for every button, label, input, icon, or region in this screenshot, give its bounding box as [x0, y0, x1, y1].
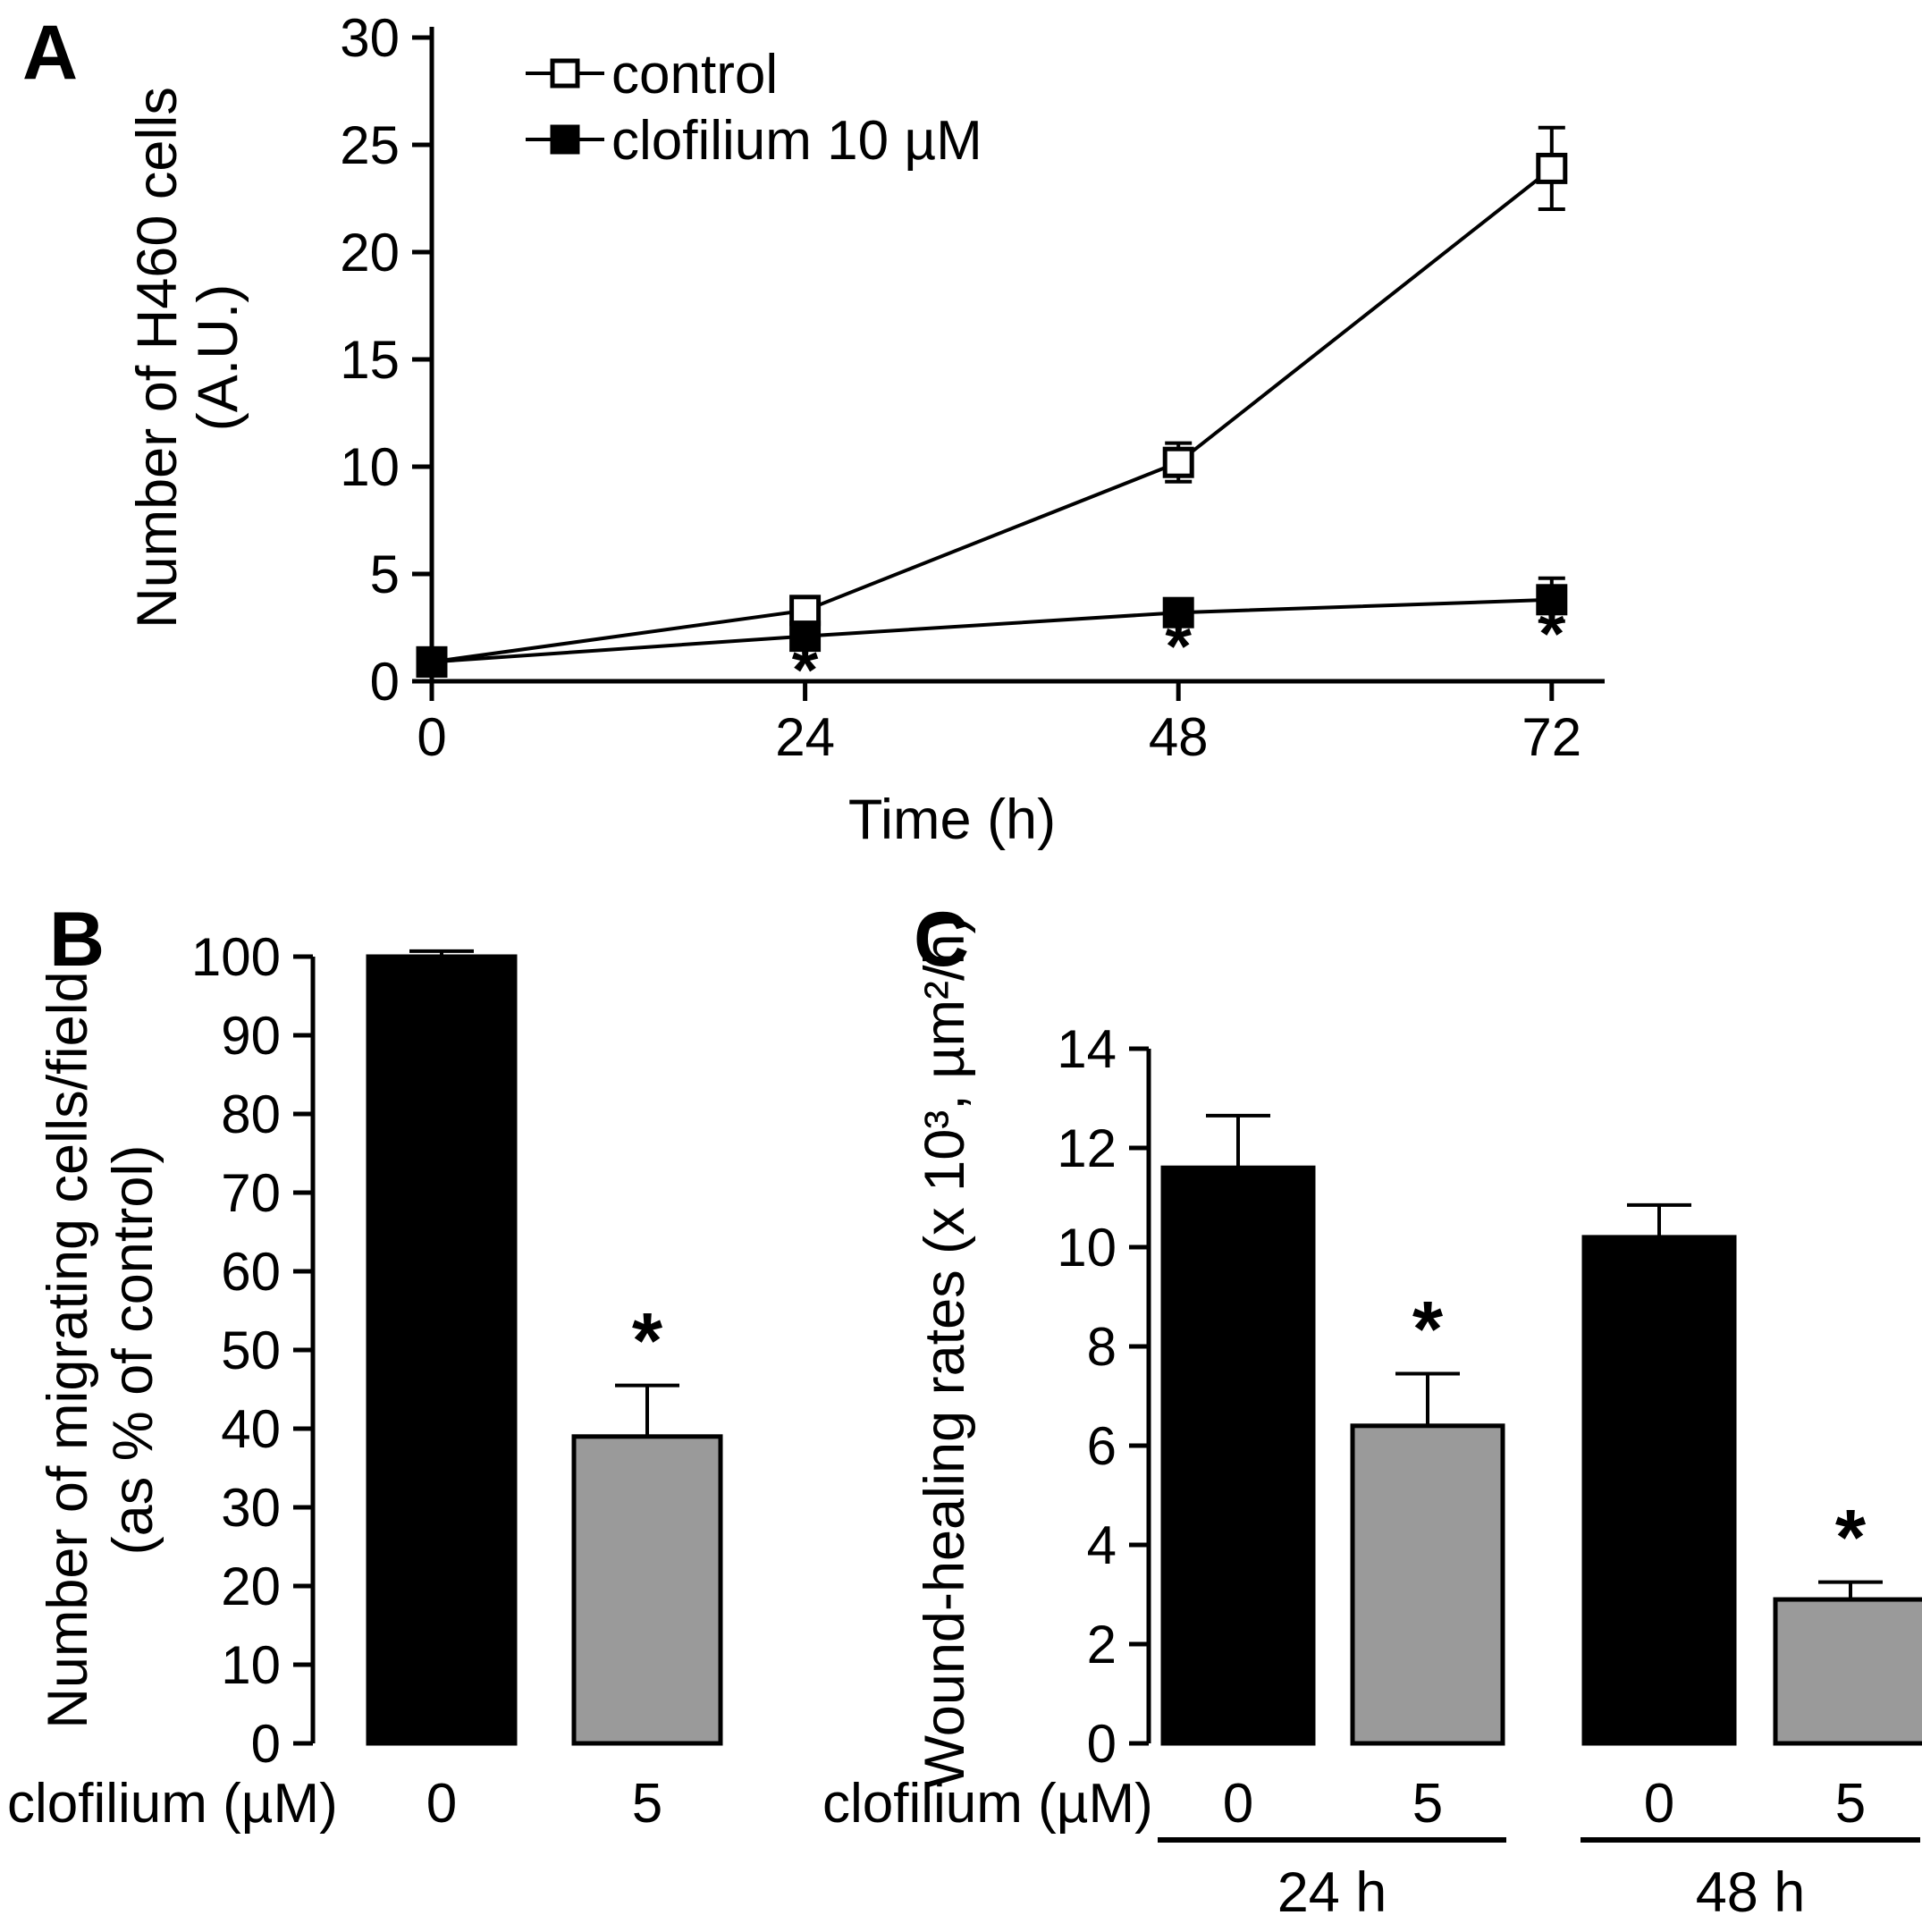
panel-b-migration-bars: B Number of migrating cells/field (as % … — [7, 897, 723, 1835]
panel-c-bars: 0 * 5 0 * 5 — [1160, 1113, 1922, 1835]
panel-b-ylabel-line1: Number of migrating cells/field — [37, 971, 99, 1728]
bar-control-0uM — [366, 954, 518, 1746]
control-square-marker — [1162, 446, 1194, 478]
panel-c-axes: 0 2 4 6 8 10 12 14 — [1057, 1019, 1151, 1774]
clofilium-square-marker — [789, 620, 822, 653]
panel-b-y-tick-label: 40 — [221, 1399, 281, 1459]
panel-b-y-tick-label: 0 — [251, 1714, 281, 1774]
panel-a-y-tick-label: 5 — [370, 544, 400, 604]
panel-b-y-tick-label: 90 — [221, 1006, 281, 1066]
panel-c-category-label: 0 — [1223, 1773, 1253, 1835]
clofilium-line-series — [431, 597, 1552, 664]
panel-b-y-tick-label: 50 — [221, 1320, 281, 1380]
legend-clofilium-label: clofilium 10 µM — [611, 110, 982, 172]
panel-b-category-label: 0 — [426, 1773, 457, 1835]
panel-c-y-tick-label: 14 — [1057, 1019, 1117, 1079]
panel-c-24h-group-label: 24 h — [1277, 1861, 1387, 1924]
bar-24h-5uM — [1350, 1423, 1505, 1746]
panel-c-category-label: 5 — [1412, 1773, 1443, 1835]
panel-a-y-tick-label: 0 — [370, 652, 400, 712]
panel-b-y-tick-label: 10 — [221, 1635, 281, 1695]
clofilium-square-marker — [1536, 584, 1568, 616]
panel-b-row-label: clofilium (µM) — [7, 1773, 338, 1835]
panel-b-letter: B — [49, 897, 105, 983]
clofilium-square-marker — [416, 645, 448, 678]
legend-control-label: control — [611, 44, 778, 105]
panel-c-ylabel: Wound-healing rates (x 10³, µm²/h) — [914, 915, 976, 1788]
panel-b-y-tick-label: 80 — [221, 1084, 281, 1144]
clofilium-square-marker — [1162, 596, 1194, 629]
panel-a-axes: 0 5 10 15 20 25 30 0 24 48 72 — [340, 8, 1605, 767]
panel-b-y-tick-label: 20 — [221, 1557, 281, 1616]
panel-b-category-label: 5 — [632, 1773, 662, 1835]
panel-a-y-tick-label: 10 — [340, 437, 400, 497]
panel-a-letter: A — [22, 10, 78, 96]
panel-a-x-tick-label: 0 — [417, 707, 446, 767]
bar-48h-5uM — [1773, 1597, 1922, 1746]
panel-a-ylabel-line2: (A.U.) — [187, 284, 249, 431]
legend-control-open-square-marker — [550, 58, 580, 89]
panel-c-y-tick-label: 8 — [1087, 1317, 1117, 1377]
panel-c-48h-group-label: 48 h — [1696, 1861, 1806, 1924]
significance-asterisk: * — [1835, 1493, 1867, 1582]
panel-c-y-tick-label: 2 — [1087, 1615, 1117, 1675]
panel-c-category-label: 5 — [1835, 1773, 1866, 1835]
panel-a-growth-curve: A Number of H460 cells (A.U.) Time (h) 0… — [22, 8, 1605, 851]
bar-clofilium-5uM — [571, 1434, 723, 1746]
panel-c-row-label: clofilium (µM) — [822, 1773, 1153, 1835]
panel-b-ylabel-line2: (as % of control) — [102, 1145, 164, 1556]
legend-clofilium-filled-square-marker — [550, 124, 580, 155]
control-line-series — [431, 166, 1554, 664]
bar-24h-0uM — [1160, 1165, 1316, 1746]
significance-asterisk: * — [632, 1296, 663, 1385]
panel-c-y-tick-label: 6 — [1087, 1416, 1117, 1476]
panel-b-y-tick-label: 100 — [191, 927, 281, 987]
panel-c-category-label: 0 — [1644, 1773, 1674, 1835]
panel-c-y-tick-label: 0 — [1087, 1714, 1117, 1774]
panel-b-bars: 0 * 5 — [366, 949, 723, 1835]
significance-asterisk: * — [1165, 609, 1192, 685]
panel-a-series: * * * — [416, 125, 1568, 709]
significance-asterisk: * — [1538, 596, 1565, 672]
panel-b-y-tick-label: 30 — [221, 1478, 281, 1538]
panel-a-y-tick-label: 25 — [340, 115, 400, 175]
panel-a-xlabel: Time (h) — [848, 789, 1056, 851]
panel-c-wound-healing-bars: C Wound-healing rates (x 10³, µm²/h) clo… — [822, 897, 1922, 1924]
control-square-marker — [1536, 152, 1568, 184]
significance-asterisk: * — [1412, 1285, 1444, 1373]
panel-c-y-tick-label: 12 — [1057, 1118, 1117, 1178]
panel-a-x-tick-label: 72 — [1522, 707, 1581, 767]
panel-a-y-tick-label: 20 — [340, 223, 400, 283]
panel-a-y-tick-label: 15 — [340, 330, 400, 390]
panel-b-axes: 0 10 20 30 40 50 60 70 80 90 100 — [191, 927, 316, 1774]
control-square-marker — [789, 595, 822, 627]
panel-b-y-tick-label: 70 — [221, 1163, 281, 1223]
bar-48h-0uM — [1581, 1235, 1737, 1746]
panel-c-y-tick-label: 4 — [1087, 1515, 1117, 1575]
panel-a-ylabel-line1: Number of H460 cells — [126, 87, 189, 629]
panel-a-x-tick-label: 24 — [775, 707, 835, 767]
significance-asterisk: * — [792, 633, 819, 709]
panel-a-x-tick-label: 48 — [1149, 707, 1209, 767]
panel-a-y-tick-label: 30 — [340, 8, 400, 68]
panel-b-y-tick-label: 60 — [221, 1242, 281, 1302]
panel-c-y-tick-label: 10 — [1057, 1218, 1117, 1278]
panel-c-letter: C — [914, 897, 969, 983]
panel-a-legend: control clofilium 10 µM — [526, 44, 982, 172]
